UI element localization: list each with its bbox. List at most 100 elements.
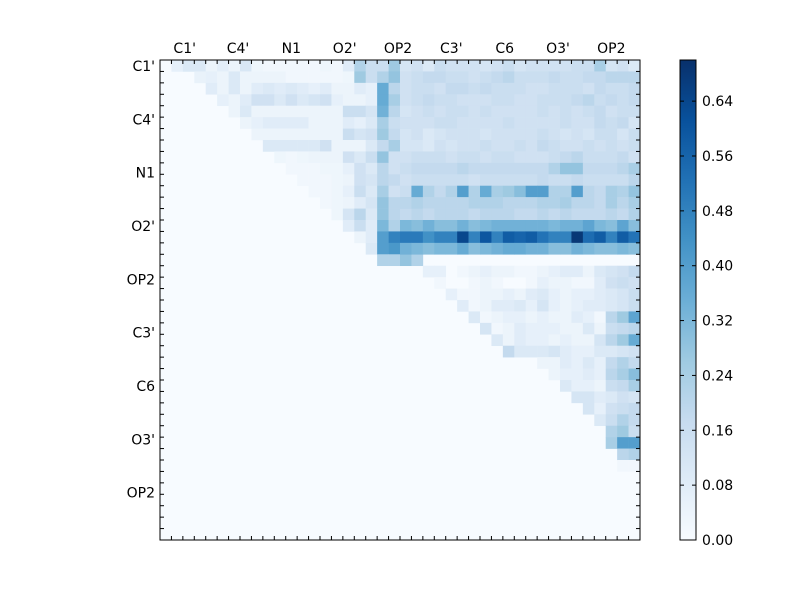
heatmap-cell (377, 71, 389, 84)
heatmap-cell (342, 82, 355, 95)
heatmap-cell (342, 162, 355, 175)
heatmap-cell (331, 94, 344, 107)
heatmap-cell (525, 322, 538, 335)
heatmap-cell (525, 185, 538, 198)
heatmap-cell (582, 277, 595, 289)
heatmap-cell (582, 71, 595, 84)
heatmap-cell (411, 117, 424, 129)
heatmap-cell (525, 71, 538, 84)
heatmap-cell (365, 117, 378, 129)
heatmap-cell (491, 231, 504, 244)
heatmap-cell (297, 117, 309, 129)
heatmap-cell (594, 368, 607, 381)
heatmap-cell (617, 105, 629, 118)
colorbar-tick-label: 0.40 (702, 259, 733, 275)
heatmap-cell (605, 322, 618, 335)
heatmap-cell (617, 60, 629, 72)
heatmap-plot-area: C1' C4' N1 O2' OP2 C3' C6 O3' OP2 C1' C4' N1 O2' OP2… (127, 41, 641, 541)
heatmap-cell (194, 71, 207, 84)
heatmap-cell (617, 242, 629, 255)
heatmap-cell (480, 151, 492, 164)
heatmap-cell (525, 345, 538, 358)
heatmap-cell (411, 128, 424, 141)
heatmap-cell (411, 185, 424, 198)
heatmap-cell (251, 94, 264, 107)
heatmap-cell (285, 162, 298, 175)
heatmap-cell (205, 60, 218, 72)
heatmap-cell (331, 82, 344, 95)
heatmap-cell (228, 105, 241, 118)
heatmap-cell (582, 300, 595, 312)
heatmap-cell (537, 185, 549, 198)
heatmap-cell (445, 128, 458, 141)
heatmap-cell (480, 140, 492, 152)
heatmap-cell (468, 128, 481, 141)
heatmap-cell (400, 128, 412, 141)
heatmap-cell (594, 105, 607, 118)
heatmap-cell (297, 105, 309, 118)
heatmap-cell (560, 60, 572, 72)
colorbar-tick-label: 0.24 (702, 368, 733, 384)
heatmap-cell (400, 208, 412, 221)
heatmap-cell (617, 368, 629, 381)
heatmap-cell (628, 300, 641, 312)
heatmap-cell (548, 117, 561, 129)
heatmap-cell (468, 174, 481, 187)
heatmap-cell (502, 311, 515, 324)
heatmap-cell (605, 277, 618, 289)
heatmap-cell (571, 288, 584, 301)
heatmap-cell (388, 208, 401, 221)
heatmap-cell (240, 94, 252, 107)
heatmap-cell (594, 60, 607, 72)
heatmap-cell (582, 288, 595, 301)
heatmap-cell (617, 185, 629, 198)
heatmap-cell (617, 208, 629, 221)
heatmap-cell (560, 197, 572, 209)
heatmap-cell (582, 402, 595, 415)
heatmap-cell (571, 231, 584, 244)
heatmap-cell (457, 242, 469, 255)
heatmap-cell (548, 345, 561, 358)
heatmap-cell (617, 311, 629, 324)
heatmap-cell (491, 288, 504, 301)
heatmap-cell (354, 140, 367, 152)
heatmap-cell (548, 82, 561, 95)
heatmap-cell (445, 174, 458, 187)
x-tick-label: C1' (173, 41, 196, 57)
heatmap-cell (594, 334, 607, 347)
heatmap-cell (308, 71, 321, 84)
y-tick-label: C1' (132, 59, 155, 75)
heatmap-cell (594, 391, 607, 404)
heatmap-cell (571, 162, 584, 175)
heatmap-cell (537, 174, 549, 187)
heatmap-cell (537, 117, 549, 129)
heatmap-cell (445, 151, 458, 164)
heatmap-cell (502, 334, 515, 347)
heatmap-cell (262, 82, 275, 95)
heatmap-cell (240, 105, 252, 118)
heatmap-cell (525, 162, 538, 175)
heatmap-cell (548, 357, 561, 369)
heatmap-cell (537, 60, 549, 72)
heatmap-cell (594, 174, 607, 187)
heatmap-cell (514, 208, 527, 221)
heatmap-cell (240, 82, 252, 95)
heatmap-cell (560, 82, 572, 95)
heatmap-cell (445, 162, 458, 175)
heatmap-cell (320, 197, 332, 209)
heatmap-cell (445, 94, 458, 107)
heatmap-cell (582, 185, 595, 198)
heatmap-cell (262, 140, 275, 152)
heatmap-cell (217, 94, 229, 107)
heatmap-cell (628, 117, 641, 129)
heatmap-cell (480, 117, 492, 129)
heatmap-cell (628, 402, 641, 415)
heatmap-cell (400, 254, 412, 267)
heatmap-cell (594, 311, 607, 324)
heatmap-cell (400, 82, 412, 95)
heatmap-cell (605, 140, 618, 152)
heatmap-cell (514, 334, 527, 347)
heatmap-cell (434, 185, 447, 198)
heatmap-cell (537, 105, 549, 118)
heatmap-cell (582, 345, 595, 358)
